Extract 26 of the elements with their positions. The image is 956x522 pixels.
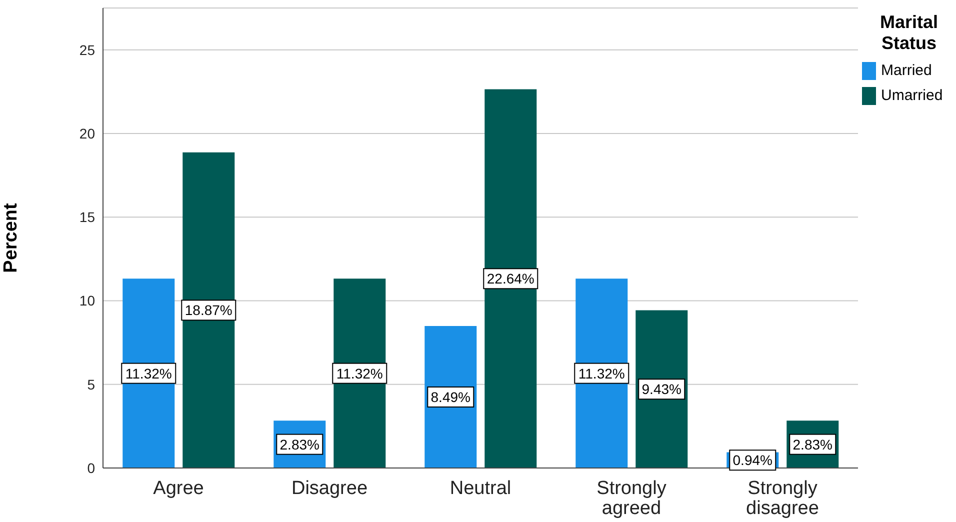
x-tick-label: Strongly agreed: [596, 478, 667, 519]
data-label: 18.87%: [184, 302, 232, 318]
data-label: 11.32%: [336, 365, 383, 382]
bar: [484, 89, 537, 468]
x-tick-label: Neutral: [450, 478, 512, 499]
y-tick-label: 25: [79, 42, 96, 58]
y-tick-label: 5: [87, 376, 96, 392]
data-label: 2.83%: [792, 436, 832, 452]
y-tick-label: 10: [79, 292, 96, 309]
x-tick-label: Disagree: [291, 478, 368, 499]
legend-label: Umarried: [881, 87, 943, 104]
x-tick-label: Strongly disagree: [746, 478, 819, 519]
data-label: 2.83%: [280, 436, 320, 452]
data-label: 8.49%: [430, 388, 470, 405]
data-label: 22.64%: [486, 270, 534, 287]
x-tick-label: Agree: [153, 478, 204, 499]
data-label: 11.32%: [125, 365, 172, 382]
y-tick-label: 15: [79, 209, 96, 226]
data-label: 9.43%: [642, 381, 682, 398]
bar: [182, 152, 235, 468]
y-tick-label: 0: [87, 460, 96, 476]
y-axis-title: Percent: [0, 202, 22, 273]
legend-title: Marital Status: [878, 12, 940, 54]
data-label: 11.32%: [578, 365, 625, 382]
y-tick-label: 20: [79, 125, 96, 142]
legend-label: Married: [881, 62, 932, 79]
